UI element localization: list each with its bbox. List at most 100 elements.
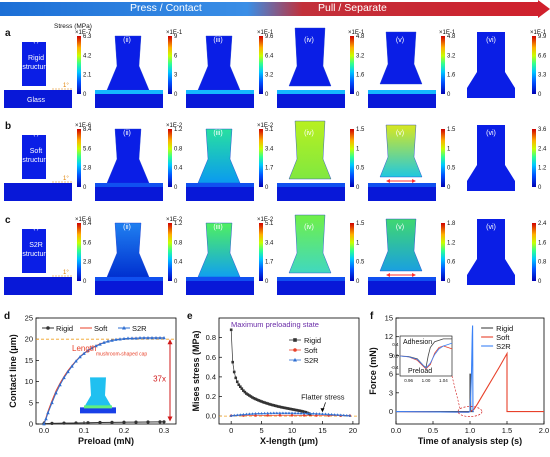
data-point: [274, 404, 277, 408]
data-point: [66, 369, 70, 374]
structure-label-line2: structure: [22, 64, 49, 71]
colorbar-tick: 1.7: [265, 260, 274, 266]
structure-body: [379, 218, 423, 272]
colorbar-tick: 5.1: [265, 221, 274, 227]
structure-body: [467, 32, 515, 98]
colorbar-tick: 1: [447, 146, 451, 152]
colorbar-tick: 0: [538, 279, 542, 285]
data-point: [114, 337, 118, 341]
colorbar-tick: 0: [265, 279, 269, 285]
colorbar-tick: 1.5: [356, 221, 365, 227]
contact-interface: [186, 90, 254, 94]
sim-frame-a-1: (i) ×1E-76.3 4.2 2.1 0 Rigid structure 1° Glass S…: [4, 23, 92, 108]
series-s2r: [42, 336, 166, 426]
substrate-block: [4, 90, 72, 108]
colorbar-tick: 1: [356, 240, 360, 246]
data-point: [106, 339, 110, 343]
colorbar-tick: 0: [265, 92, 269, 98]
inset-adhesion-label: Adhesion: [403, 339, 432, 346]
y-tick-label: 3: [389, 388, 393, 397]
colorbar-tick: 8.4: [83, 221, 92, 227]
data-point: [269, 403, 273, 406]
data-point: [86, 421, 90, 425]
colorbar: [350, 129, 354, 187]
colorbar-tick: 3.2: [265, 73, 274, 79]
data-point: [275, 404, 279, 408]
colorbar-tick: 0.5: [356, 166, 365, 172]
data-point: [321, 412, 324, 416]
data-point: [242, 389, 245, 392]
data-point: [126, 336, 130, 340]
structure-body: [197, 35, 241, 91]
data-point: [231, 360, 234, 364]
substrate-block: [277, 90, 345, 108]
y-tick-label: 10: [25, 377, 33, 386]
data-point: [74, 359, 78, 363]
plot-frame: [35, 317, 177, 425]
data-point: [278, 405, 282, 409]
data-point: [296, 411, 300, 415]
colorbar-tick: 1.6: [538, 240, 547, 246]
colorbar-exponent: ×1E-6: [75, 123, 92, 129]
press-contact-label: Press / Contact: [130, 2, 202, 14]
data-point: [290, 407, 294, 411]
colorbar: [350, 36, 354, 94]
contact-interface: [277, 183, 345, 187]
data-point: [339, 413, 343, 417]
legend-label: S2R: [496, 342, 511, 351]
sim-frame-c-4: (iv) 1.5 1 0.5 0: [277, 214, 365, 295]
colorbar: [350, 223, 354, 281]
colorbar-exponent: ×1E-1: [530, 30, 547, 36]
data-point: [290, 411, 294, 415]
frame-label-2: (ii): [123, 224, 131, 231]
colorbar-tick: 3.2: [447, 53, 456, 59]
frame-label-1: (i): [33, 37, 39, 44]
series-line: [43, 421, 165, 425]
data-point: [54, 391, 58, 395]
data-point: [98, 342, 102, 346]
colorbar-tick: 1.2: [447, 240, 456, 246]
colorbar-tick: 3: [174, 73, 178, 79]
data-point: [146, 420, 150, 424]
colorbar-tick: 0.8: [538, 260, 547, 266]
simulation-panels: a (i) ×1E-76.3 4.2 2.1 0 Rigid structure 1° Glass…: [4, 23, 547, 295]
contact-interface: [186, 183, 254, 187]
data-point: [154, 336, 158, 340]
panel-letter-a: a: [5, 28, 11, 39]
data-point: [142, 336, 146, 340]
structure-body: [467, 125, 515, 191]
data-point: [146, 336, 150, 340]
sim-frame-a-5: (v) ×1E-14.8 3.2 1.6 0: [368, 30, 456, 108]
colorbar-tick: 0: [174, 92, 178, 98]
flatter-stress-arrowhead: [320, 408, 325, 413]
y-tick-label: 20: [25, 335, 33, 344]
data-point: [44, 416, 48, 421]
data-point: [266, 411, 270, 415]
data-point: [290, 413, 294, 417]
data-point: [241, 412, 245, 416]
series-rigid: [229, 328, 312, 416]
colorbar-tick: 0.5: [447, 166, 456, 172]
y-tick-label: 0: [389, 407, 393, 416]
y-tick-label: 0: [29, 420, 33, 429]
sim-frame-b-2: (ii) ×1E-21.2 0.8 0.4 0: [95, 123, 183, 201]
x-axis-label: Time of analysis step (s): [418, 436, 522, 446]
panel-letter-d: d: [4, 311, 10, 322]
colorbar-tick: 5.1: [265, 127, 274, 133]
frame-label-6: (vi): [486, 130, 496, 137]
data-point: [263, 411, 267, 415]
data-point: [234, 376, 238, 380]
inset-y-tick: -0.4: [391, 365, 399, 370]
y-tick-label: 12: [385, 332, 393, 341]
colorbar-tick: 0: [447, 92, 451, 98]
data-point: [243, 390, 247, 394]
colorbar-tick: 1.7: [265, 166, 274, 172]
structure-body: [106, 128, 150, 184]
colorbar-tick: 1.6: [356, 73, 365, 79]
sim-frame-c-3: (iii) ×1E-25.1 3.4 1.7 0: [186, 217, 274, 295]
substrate-block: [95, 90, 163, 108]
frame-label-3: (iii): [213, 224, 222, 231]
y-tick-label: 25: [25, 314, 33, 323]
data-point: [270, 403, 274, 407]
tilt-angle-label: 1°: [63, 270, 69, 276]
